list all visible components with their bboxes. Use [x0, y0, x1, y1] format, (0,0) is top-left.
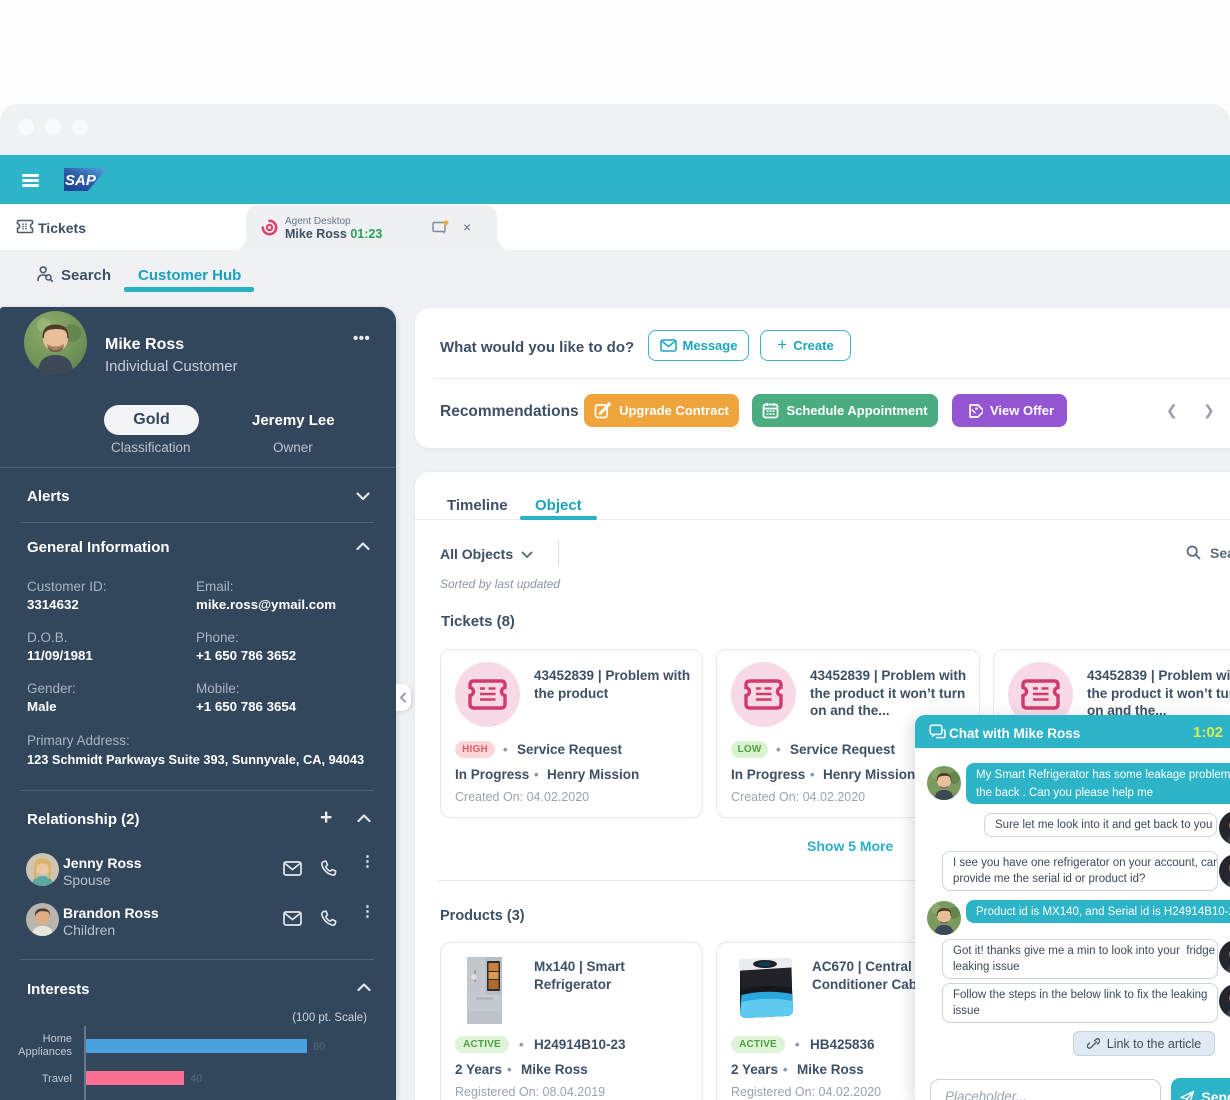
svg-text:SAP: SAP [65, 172, 97, 189]
